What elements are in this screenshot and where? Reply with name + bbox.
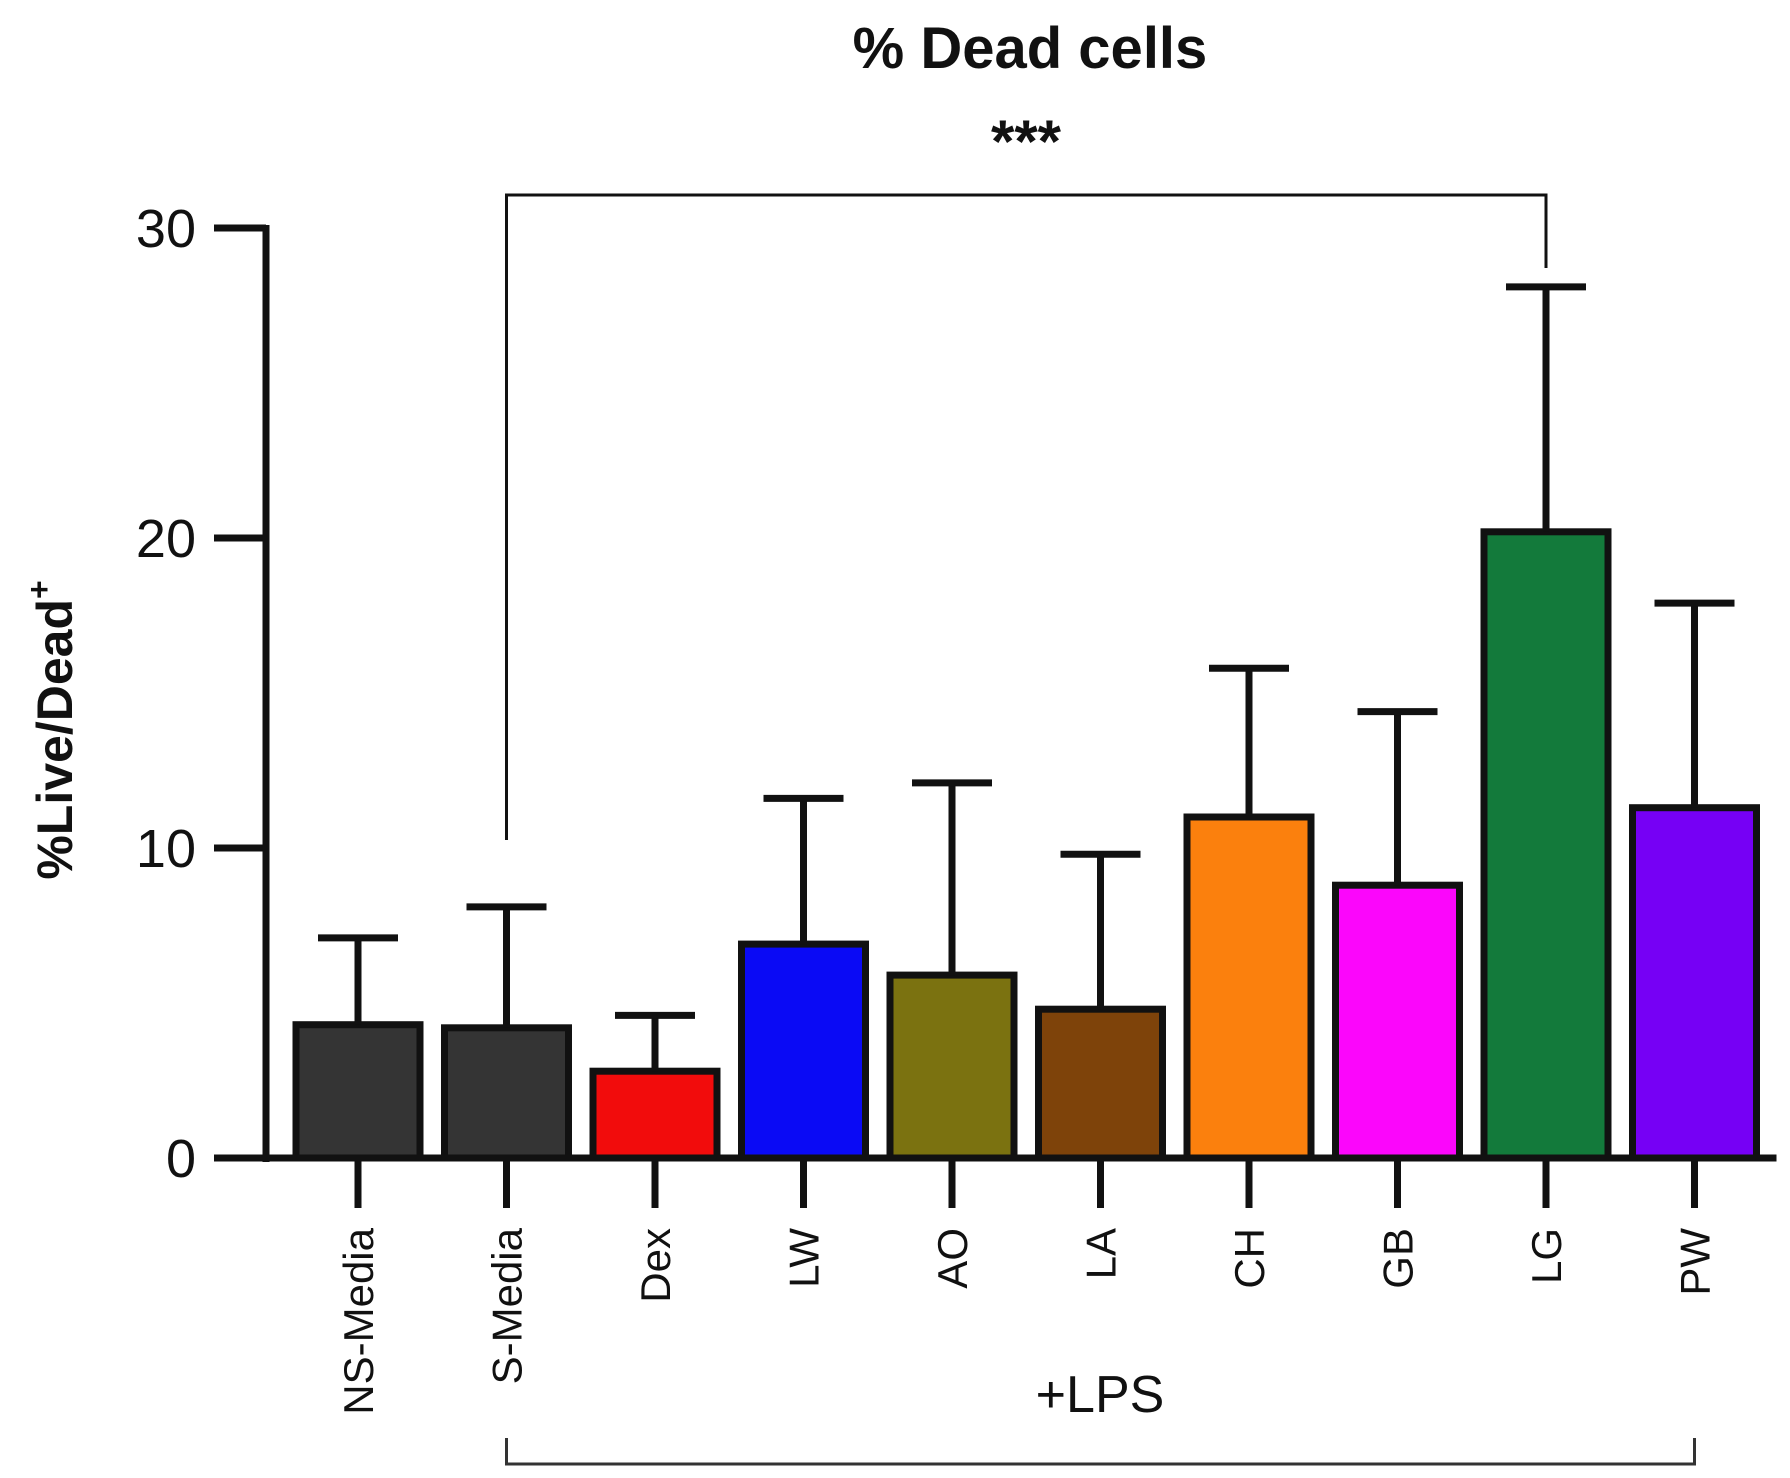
bar-gb [1332, 881, 1463, 1162]
group-bracket-line [505, 1438, 1696, 1466]
y-axis-label-text: %Live/Dead [27, 599, 83, 880]
x-tick-label: LW [781, 1228, 828, 1288]
y-tick-label: 20 [136, 509, 196, 569]
bar-pw [1629, 804, 1760, 1162]
bar-ns-media [292, 1021, 424, 1162]
x-axis: NS-Media S-Media Dex LW AO LA CH GB LG PW [214, 1154, 1777, 1415]
x-tick-label: LA [1078, 1228, 1125, 1279]
significance-bracket-line [505, 193, 1548, 840]
y-tick-label: 0 [166, 1129, 196, 1189]
y-tick-label: 30 [136, 199, 196, 259]
y-axis: 0 10 20 30 [136, 199, 270, 1189]
group-bracket [505, 1438, 1696, 1466]
bar-lw [738, 940, 869, 1162]
x-tick-label: NS-Media [335, 1227, 382, 1414]
x-tick-label: GB [1375, 1228, 1422, 1289]
bar-lg [1480, 528, 1612, 1162]
x-tick-label: Dex [632, 1228, 679, 1303]
x-tick-label: S-Media [484, 1227, 531, 1384]
significance-stars: *** [991, 108, 1062, 175]
x-tick-label: AO [929, 1228, 976, 1289]
bars [292, 528, 1760, 1162]
y-tick-label: 10 [136, 819, 196, 879]
x-tick-label: CH [1226, 1228, 1273, 1289]
x-tick-label: LG [1523, 1228, 1570, 1284]
group-label: +LPS [1036, 1366, 1165, 1424]
bar-ao [886, 971, 1018, 1162]
bar-ch [1183, 813, 1315, 1162]
y-axis-label-superscript: + [21, 580, 57, 599]
error-bars [318, 283, 1735, 1072]
chart-title: % Dead cells [853, 16, 1208, 81]
x-tick-label: PW [1672, 1228, 1719, 1296]
significance-bracket [505, 193, 1548, 840]
y-axis-label: %Live/Dead+ [21, 580, 83, 879]
bar-s-media [441, 1024, 572, 1162]
bar-dex [589, 1067, 721, 1162]
bar-la [1035, 1005, 1166, 1162]
